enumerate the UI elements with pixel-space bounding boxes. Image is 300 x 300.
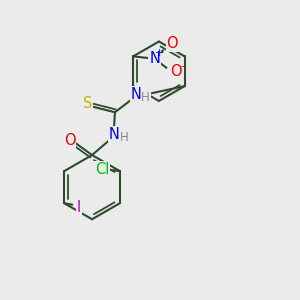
Text: H: H [141, 91, 150, 104]
Text: N: N [130, 87, 142, 102]
Text: S: S [83, 96, 92, 111]
Text: -: - [181, 61, 185, 71]
Text: I: I [77, 200, 81, 214]
Text: O: O [64, 133, 75, 148]
Text: N: N [149, 51, 160, 66]
Text: N: N [109, 127, 120, 142]
Text: Cl: Cl [95, 161, 109, 176]
Text: +: + [155, 48, 164, 58]
Text: H: H [119, 131, 128, 144]
Text: O: O [167, 36, 178, 51]
Text: O: O [170, 64, 182, 79]
